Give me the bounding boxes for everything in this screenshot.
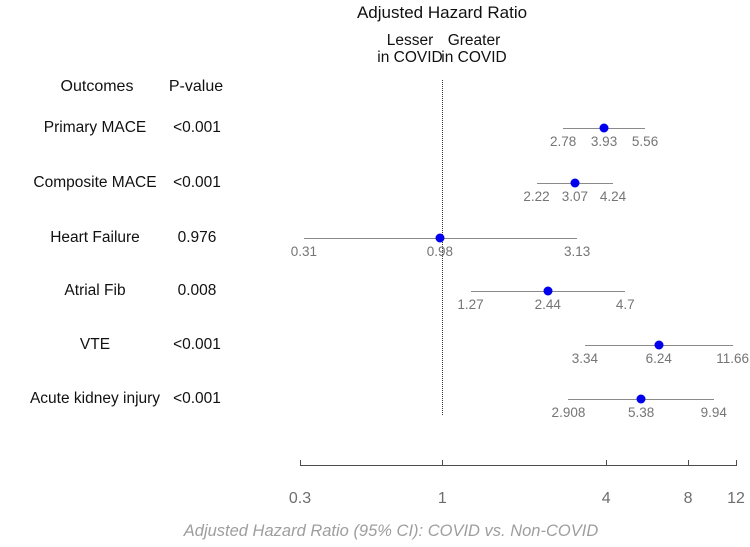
ci-lower-label: 1.27 <box>457 297 484 312</box>
direction-label-greater: Greater in COVID <box>441 32 506 66</box>
p-value-label: <0.001 <box>173 174 221 191</box>
chart-caption: Adjusted Hazard Ratio (95% CI): COVID vs… <box>183 522 599 540</box>
direction-label-lesser-line1: Lesser <box>386 32 434 49</box>
x-axis-tick-label: 8 <box>683 490 693 507</box>
ci-upper-label: 4.7 <box>615 297 635 312</box>
point-estimate-marker <box>570 178 580 188</box>
outcome-label: Composite MACE <box>33 174 157 191</box>
ci-lower-label: 3.34 <box>571 351 598 366</box>
estimate-label: 6.24 <box>645 351 672 366</box>
x-axis-tick-label: 0.3 <box>288 490 312 507</box>
x-axis-tick <box>442 460 444 465</box>
ci-lower-label: 0.31 <box>290 244 318 259</box>
outcome-label: Primary MACE <box>43 119 147 136</box>
p-value-label: <0.001 <box>173 390 221 407</box>
estimate-label: 0.98 <box>426 244 454 259</box>
x-axis-tick-label: 12 <box>727 490 745 507</box>
point-estimate-marker <box>435 233 445 243</box>
p-value-label: <0.001 <box>173 336 221 353</box>
outcome-label: Atrial Fib <box>64 282 126 299</box>
ci-upper-label: 5.56 <box>631 134 659 149</box>
ci-lower-label: 2.908 <box>551 405 586 420</box>
ci-upper-label: 4.24 <box>599 189 627 204</box>
direction-label-greater-line1: Greater <box>447 32 501 49</box>
estimate-label: 2.44 <box>534 297 561 312</box>
x-axis-tick <box>300 460 301 465</box>
p-value-label: <0.001 <box>173 119 221 136</box>
direction-label-lesser-line2: in COVID <box>377 49 443 66</box>
x-axis-tick-label: 4 <box>601 490 611 507</box>
outcome-label: Acute kidney injury <box>29 390 161 407</box>
ci-upper-label: 9.94 <box>700 405 727 420</box>
outcome-label: Heart Failure <box>50 229 140 246</box>
reference-line <box>442 80 444 415</box>
ci-lower-label: 2.78 <box>550 134 577 149</box>
estimate-label: 5.38 <box>628 405 655 420</box>
x-axis-tick <box>606 460 608 465</box>
x-axis-tick <box>688 460 690 465</box>
outcome-label: VTE <box>79 336 111 353</box>
chart-title: Adjusted Hazard Ratio <box>356 3 528 22</box>
x-axis-tick-label: 1 <box>437 490 447 507</box>
p-value-label: 0.008 <box>177 282 217 299</box>
point-estimate-marker <box>654 340 664 350</box>
estimate-label: 3.07 <box>561 189 589 204</box>
p-value-label: 0.976 <box>177 229 217 246</box>
point-estimate-marker <box>543 286 553 296</box>
ci-upper-label: 11.66 <box>716 351 749 366</box>
column-header-outcomes: Outcomes <box>60 78 134 95</box>
direction-label-lesser: Lesser in COVID <box>377 32 442 66</box>
point-estimate-marker <box>599 123 609 133</box>
direction-label-greater-line2: in COVID <box>441 49 507 66</box>
estimate-label: 3.93 <box>590 134 618 149</box>
point-estimate-marker <box>636 394 646 404</box>
ci-upper-label: 3.13 <box>564 244 591 259</box>
x-axis-tick <box>736 460 737 465</box>
ci-lower-label: 2.22 <box>523 189 550 204</box>
x-axis-line <box>300 465 737 466</box>
column-header-pvalue: P-value <box>168 78 224 95</box>
